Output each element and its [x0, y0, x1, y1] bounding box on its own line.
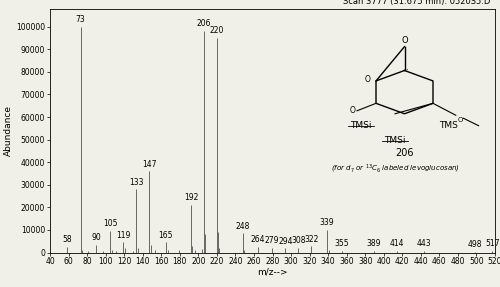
Text: 192: 192 [184, 193, 198, 202]
X-axis label: m/z-->: m/z--> [257, 268, 288, 277]
Text: TMSi: TMSi [350, 121, 372, 130]
Text: 165: 165 [158, 231, 173, 240]
Text: 389: 389 [366, 239, 381, 249]
Text: 294: 294 [278, 237, 292, 246]
Text: O: O [349, 106, 355, 115]
Text: 206: 206 [196, 20, 211, 28]
Text: O: O [364, 75, 370, 84]
Text: 73: 73 [76, 15, 86, 24]
Text: Scan 3777 (31.675 min): 0520S5.D: Scan 3777 (31.675 min): 0520S5.D [343, 0, 490, 6]
Text: 355: 355 [334, 239, 349, 248]
Text: 58: 58 [62, 235, 72, 244]
Text: 105: 105 [103, 219, 118, 228]
Text: 414: 414 [390, 239, 404, 249]
Text: 248: 248 [236, 222, 250, 231]
Text: 322: 322 [304, 234, 318, 244]
Text: 279: 279 [264, 236, 279, 245]
Text: 264: 264 [250, 235, 265, 244]
Text: 308: 308 [291, 236, 306, 245]
Text: 133: 133 [129, 178, 144, 187]
Text: 147: 147 [142, 160, 156, 168]
Text: 220: 220 [210, 26, 224, 35]
Text: 206: 206 [395, 148, 414, 158]
Text: 443: 443 [416, 239, 431, 249]
Text: 517: 517 [485, 239, 500, 249]
Text: 119: 119 [116, 231, 130, 240]
Text: TMS: TMS [439, 121, 458, 130]
Text: (for $d_7$ or $^{13}$C$_6$ labeled levoglucosan): (for $d_7$ or $^{13}$C$_6$ labeled levog… [330, 163, 460, 175]
Text: 339: 339 [320, 218, 334, 227]
Text: 90: 90 [92, 233, 101, 242]
Text: TMSi: TMSi [384, 136, 406, 145]
Text: O: O [401, 36, 408, 45]
Text: 498: 498 [468, 240, 482, 249]
Y-axis label: Abundance: Abundance [4, 105, 13, 156]
Text: O: O [458, 117, 463, 123]
